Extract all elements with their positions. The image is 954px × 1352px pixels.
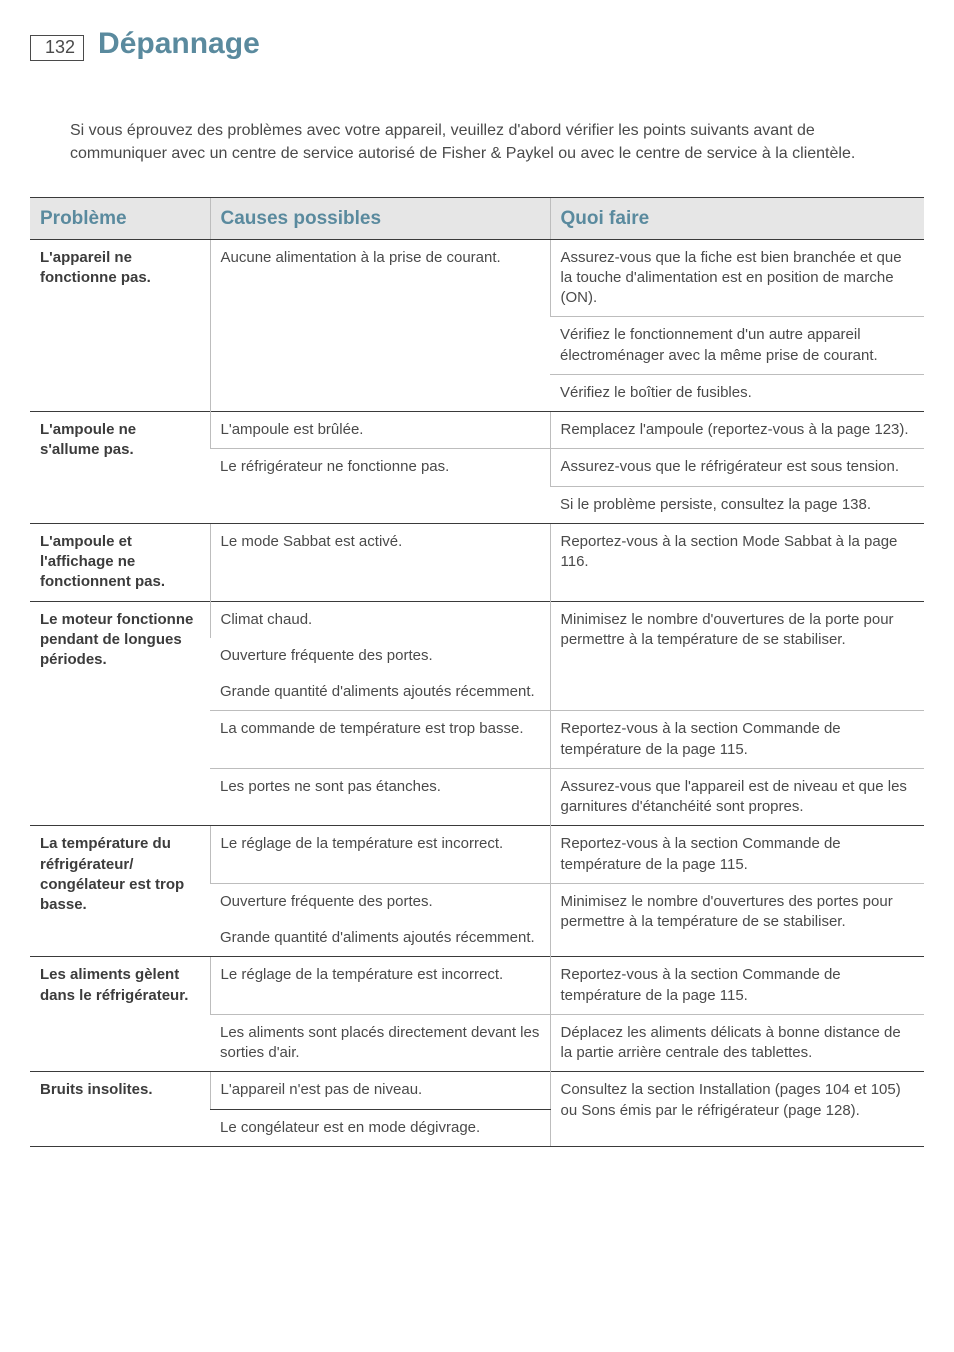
cause-cell: Ouverture fréquente des portes.: [210, 883, 550, 920]
fix-cell: Si le problème persiste, consultez la pa…: [550, 486, 924, 523]
fix-cell: Vérifiez le fonctionnement d'un autre ap…: [550, 317, 924, 375]
cause-cell: Ouverture fréquente des portes.: [210, 638, 550, 674]
table-row: L'ampoule et l'affichage ne fonctionnent…: [30, 523, 924, 601]
cause-cell: Aucune alimentation à la prise de couran…: [210, 239, 550, 412]
problem-cell: La température du réfrigérateur/ congéla…: [30, 826, 210, 957]
table-header-row: Problème Causes possibles Quoi faire: [30, 197, 924, 239]
page-header: 132 Dépannage: [30, 24, 924, 65]
fix-cell: Reportez-vous à la section Commande de t…: [550, 826, 924, 884]
fix-cell: Minimisez le nombre d'ouvertures des por…: [550, 883, 924, 957]
page-container: 132 Dépannage Si vous éprouvez des probl…: [0, 0, 954, 1177]
problem-label: L'ampoule ne s'allume pas.: [40, 421, 136, 458]
col-header-cause: Causes possibles: [210, 197, 550, 239]
cause-cell: Le mode Sabbat est activé.: [210, 523, 550, 601]
table-row: Le moteur fonctionne pendant de longues …: [30, 601, 924, 638]
col-header-fix: Quoi faire: [550, 197, 924, 239]
problem-label: L'appareil ne fonctionne pas.: [40, 249, 151, 286]
cause-cell: Grande quantité d'aliments ajoutés récem…: [210, 674, 550, 711]
fix-cell: Déplacez les aliments délicats à bonne d…: [550, 1014, 924, 1072]
fix-cell: Remplacez l'ampoule (reportez-vous à la …: [550, 412, 924, 449]
problem-cell: L'appareil ne fonctionne pas.: [30, 239, 210, 412]
problem-cell: L'ampoule ne s'allume pas.: [30, 412, 210, 524]
problem-label: Bruits insolites.: [40, 1081, 153, 1098]
intro-paragraph: Si vous éprouvez des problèmes avec votr…: [70, 119, 906, 165]
page-title: Dépannage: [98, 24, 260, 65]
table-row: L'appareil ne fonctionne pas.Aucune alim…: [30, 239, 924, 317]
problem-label: La température du réfrigérateur/ congéla…: [40, 835, 184, 913]
problem-label: Le moteur fonctionne pendant de longues …: [40, 611, 193, 669]
fix-cell: Minimisez le nombre d'ouvertures de la p…: [550, 601, 924, 711]
cause-cell: Le congélateur est en mode dégivrage.: [210, 1109, 550, 1146]
table-row: L'ampoule ne s'allume pas.L'ampoule est …: [30, 412, 924, 449]
table-row: Les aliments gèlent dans le réfrigérateu…: [30, 957, 924, 1015]
cause-cell: Les aliments sont placés directement dev…: [210, 1014, 550, 1072]
cause-cell: Le réfrigérateur ne fonctionne pas.: [210, 449, 550, 524]
cause-cell: La commande de température est trop bass…: [210, 711, 550, 769]
fix-cell: Assurez-vous que le réfrigérateur est so…: [550, 449, 924, 486]
problem-cell: Bruits insolites.: [30, 1072, 210, 1147]
problem-label: Les aliments gèlent dans le réfrigérateu…: [40, 966, 188, 1003]
page-number: 132: [45, 37, 75, 57]
cause-cell: Le réglage de la température est incorre…: [210, 826, 550, 884]
table-row: Bruits insolites. L'appareil n'est pas de…: [30, 1072, 924, 1109]
fix-cell: Vérifiez le boîtier de fusibles.: [550, 374, 924, 411]
page-number-box: 132: [30, 35, 84, 61]
cause-cell: L'ampoule est brûlée.: [210, 412, 550, 449]
troubleshooting-table: Problème Causes possibles Quoi faire L'a…: [30, 197, 924, 1147]
problem-cell: L'ampoule et l'affichage ne fonctionnent…: [30, 523, 210, 601]
cause-cell: Grande quantité d'aliments ajoutés récem…: [210, 920, 550, 957]
fix-cell: Reportez-vous à la section Mode Sabbat à…: [550, 523, 924, 601]
cause-cell: L'appareil n'est pas de niveau.: [210, 1072, 550, 1109]
problem-cell: Le moteur fonctionne pendant de longues …: [30, 601, 210, 826]
cause-cell: Le réglage de la température est incorre…: [210, 957, 550, 1015]
fix-cell: Reportez-vous à la section Commande de t…: [550, 711, 924, 769]
table-row: La température du réfrigérateur/ congéla…: [30, 826, 924, 884]
fix-cell: Reportez-vous à la section Commande de t…: [550, 957, 924, 1015]
cause-cell: Climat chaud.: [210, 601, 550, 638]
problem-cell: Les aliments gèlent dans le réfrigérateu…: [30, 957, 210, 1072]
table-body: L'appareil ne fonctionne pas. Aucune alim…: [30, 239, 924, 1146]
problem-label: L'ampoule et l'affichage ne fonctionnent…: [40, 533, 165, 591]
fix-cell: Consultez la section Installation (pages…: [550, 1072, 924, 1147]
cause-cell: Les portes ne sont pas étanches.: [210, 768, 550, 826]
fix-cell: Assurez-vous que la fiche est bien branc…: [550, 239, 924, 317]
col-header-problem: Problème: [30, 197, 210, 239]
fix-cell: Assurez-vous que l'appareil est de nivea…: [550, 768, 924, 826]
